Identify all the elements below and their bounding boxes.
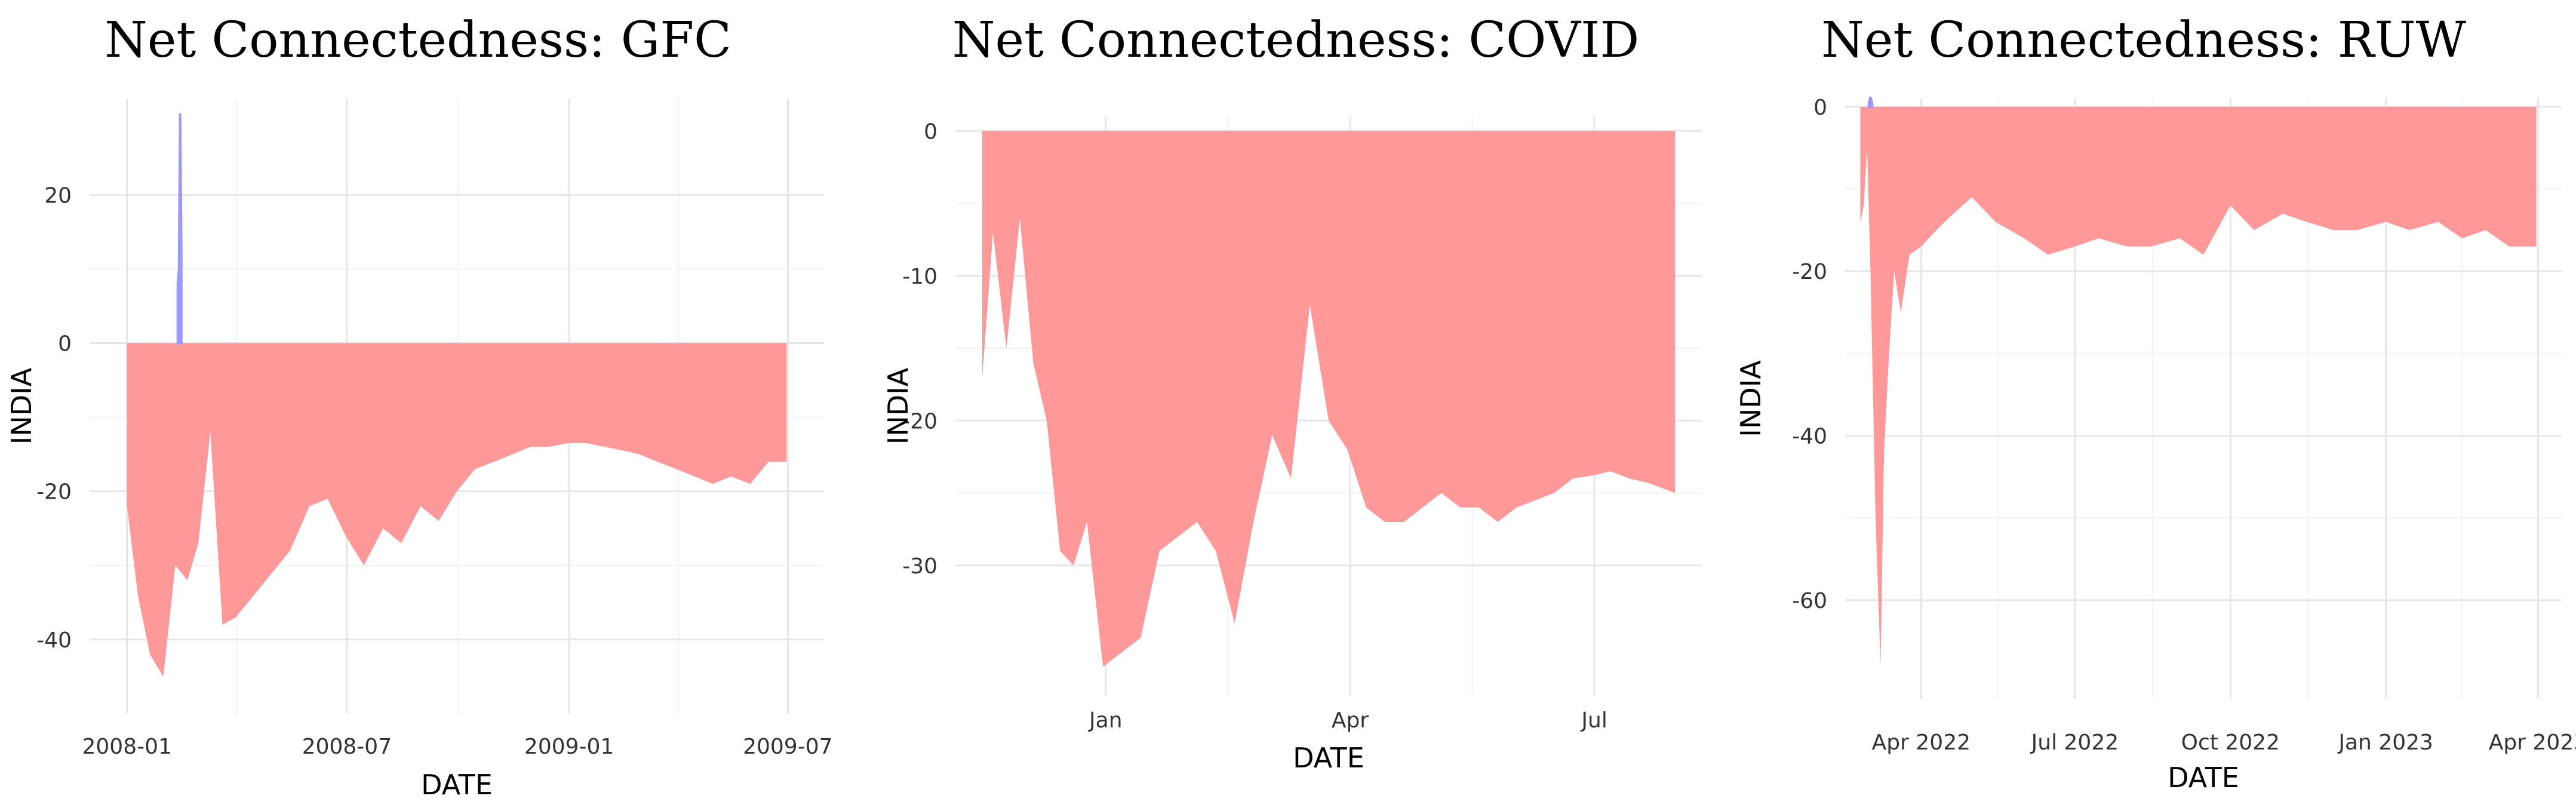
covid-chart-title: Net Connectedness: COVID — [952, 12, 1640, 69]
ruw-y-tick-label: -60 — [1792, 589, 1827, 613]
covid-y-axis-label: INDIA — [882, 367, 914, 444]
ruw-x-axis-label: DATE — [2168, 761, 2239, 794]
ruw-positive-area — [1867, 96, 1874, 108]
gfc-x-tick-label: 2008-01 — [82, 735, 172, 759]
covid-x-tick-label: Jan — [1088, 708, 1123, 733]
covid-y-tick-label: -20 — [902, 409, 937, 434]
covid-y-tick-label: 0 — [924, 119, 937, 144]
ruw-y-tick-label: 0 — [1813, 96, 1827, 120]
ruw-negative-area — [1860, 106, 2537, 666]
covid-chart-panel: 0 -10 -20 -30 Jan Apr Jul Net Connectedness: CO… — [872, 0, 1720, 811]
gfc-x-tick-label: 2008-07 — [302, 735, 392, 759]
gfc-chart-panel: 20 0 -20 -40 2008-01 2008-07 2009-01 2009-07 Net… — [0, 0, 848, 811]
gfc-negative-area — [127, 343, 787, 677]
covid-y-tick-label: -10 — [902, 265, 937, 289]
ruw-x-tick-label: Apr 2022 — [1872, 730, 1971, 755]
covid-negative-area — [982, 131, 1676, 667]
covid-x-axis-label: DATE — [1293, 742, 1364, 774]
ruw-chart-panel: 0 -20 -40 -60 Apr 2022 Jul 2022 Oct 2022 Jan 20… — [1732, 0, 2576, 811]
ruw-x-tick-label: Jan 2023 — [2337, 730, 2433, 755]
covid-y-tick-label: -30 — [902, 554, 937, 579]
gfc-y-tick-label: -20 — [36, 480, 72, 505]
gfc-x-tick-label: 2009-01 — [524, 735, 614, 759]
gfc-y-tick-label: 20 — [44, 183, 72, 208]
gfc-chart: 20 0 -20 -40 2008-01 2008-07 2009-01 2009-07 Net… — [5, 12, 833, 801]
ruw-x-tick-label: Apr 2023 — [2489, 730, 2576, 755]
ruw-y-tick-label: -40 — [1792, 424, 1827, 448]
ruw-y-axis-label: INDIA — [1735, 360, 1767, 437]
gfc-y-tick-label: -40 — [36, 628, 72, 653]
gfc-chart-title: Net Connectedness: GFC — [104, 12, 731, 69]
gfc-positive-area — [176, 113, 183, 345]
gfc-y-axis-label: INDIA — [5, 367, 38, 444]
covid-x-tick-label: Apr — [1332, 708, 1369, 733]
ruw-chart: 0 -20 -40 -60 Apr 2022 Jul 2022 Oct 2022 Jan 20… — [1735, 12, 2576, 794]
ruw-x-tick-label: Jul 2022 — [2030, 730, 2119, 755]
gfc-y-tick-label: 0 — [58, 332, 72, 357]
gfc-x-axis-label: DATE — [421, 769, 493, 801]
covid-x-tick-label: Jul — [1580, 708, 1607, 733]
ruw-x-tick-label: Oct 2022 — [2181, 730, 2280, 755]
covid-chart: 0 -10 -20 -30 Jan Apr Jul Net Connectedness: CO… — [882, 12, 1702, 774]
ruw-y-tick-label: -20 — [1792, 260, 1827, 284]
gfc-x-tick-label: 2009-07 — [743, 735, 832, 759]
ruw-chart-title: Net Connectedness: RUW — [1821, 12, 2466, 69]
